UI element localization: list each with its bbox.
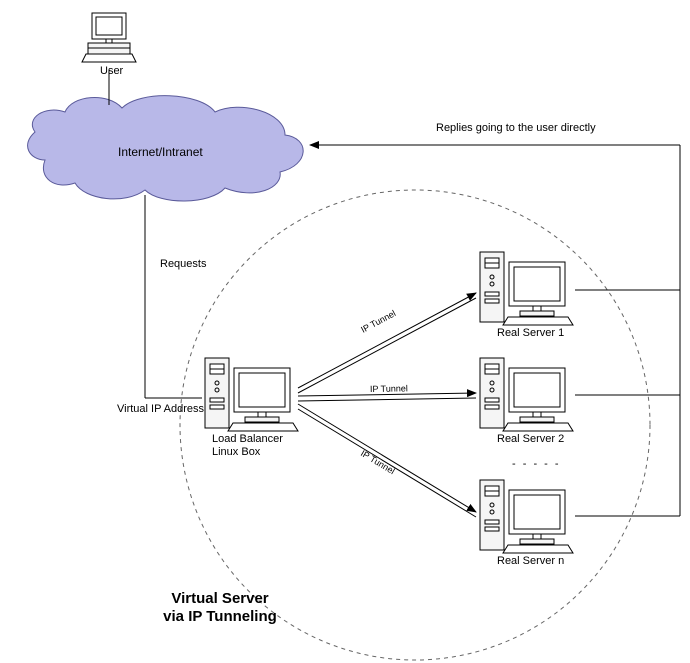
server1-label: Real Server 1	[497, 327, 564, 339]
title-line1: Virtual Server	[130, 590, 310, 607]
real-server-n-icon	[480, 480, 573, 553]
svg-text:IP Tunnel: IP Tunnel	[359, 448, 397, 476]
virtual-ip-label: Virtual IP Address	[117, 403, 204, 415]
lb-label-2: Linux Box	[212, 446, 260, 458]
svg-text:IP Tunnel: IP Tunnel	[359, 308, 397, 335]
real-server-2-icon	[480, 358, 573, 431]
title-line2: via IP Tunneling	[130, 608, 310, 625]
requests-label: Requests	[160, 258, 206, 270]
diagram-canvas: IP Tunnel IP Tunnel IP Tunnel User Inter…	[0, 0, 690, 663]
server2-label: Real Server 2	[497, 433, 564, 445]
svg-text:IP Tunnel: IP Tunnel	[370, 383, 408, 394]
ellipsis-label: - - - - -	[512, 458, 561, 470]
cloud-label: Internet/Intranet	[118, 145, 203, 159]
user-label: User	[100, 65, 123, 77]
tunnel-arrows	[298, 293, 476, 517]
real-server-1-icon	[480, 252, 573, 325]
user-icon	[82, 13, 136, 62]
diagram-svg: IP Tunnel IP Tunnel IP Tunnel	[0, 0, 690, 663]
servern-label: Real Server n	[497, 555, 564, 567]
lb-label-1: Load Balancer	[212, 433, 283, 445]
replies-label: Replies going to the user directly	[436, 122, 596, 134]
load-balancer-icon	[205, 358, 298, 431]
